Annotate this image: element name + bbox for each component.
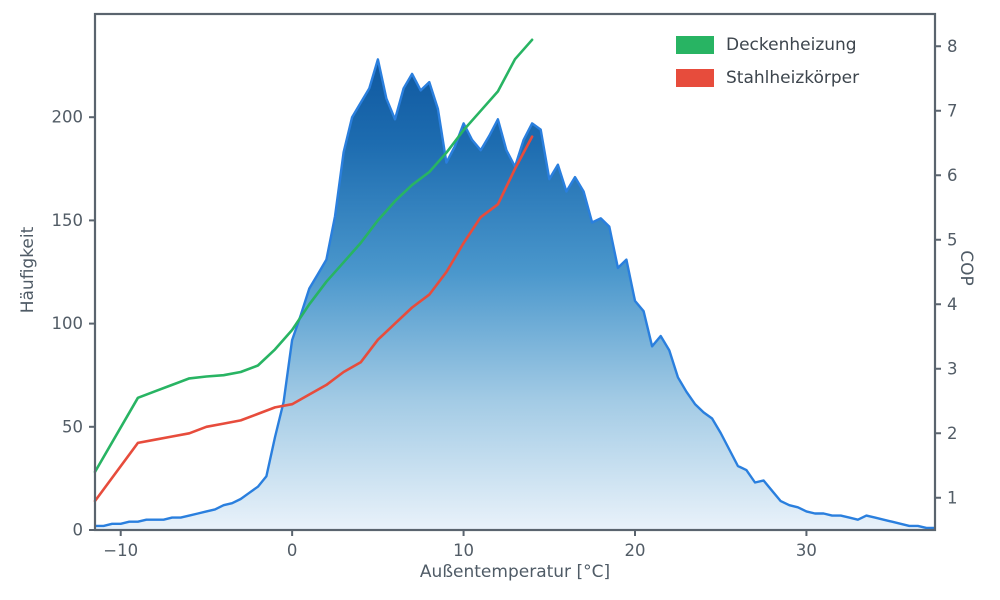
legend-swatch-stahlheizkoerper-icon xyxy=(676,68,714,87)
svg-text:2: 2 xyxy=(947,424,958,443)
svg-text:8: 8 xyxy=(947,37,958,56)
svg-text:4: 4 xyxy=(947,295,958,314)
svg-text:50: 50 xyxy=(62,417,83,436)
svg-text:0: 0 xyxy=(287,541,298,560)
legend-swatch-deckenheizung-icon xyxy=(676,35,714,54)
y-axis-label-left: Häufigkeit xyxy=(18,226,38,314)
svg-text:20: 20 xyxy=(625,541,646,560)
svg-text:7: 7 xyxy=(947,101,958,120)
svg-text:150: 150 xyxy=(52,211,84,230)
legend-item-deckenheizung: Deckenheizung xyxy=(676,28,859,61)
svg-text:1: 1 xyxy=(947,488,958,507)
x-axis-label: Außentemperatur [°C] xyxy=(419,562,611,582)
svg-text:200: 200 xyxy=(52,108,84,127)
legend: Deckenheizung Stahlheizkörper xyxy=(668,24,870,98)
svg-text:6: 6 xyxy=(947,166,958,185)
y-axis-label-right: COP xyxy=(956,250,976,286)
svg-text:30: 30 xyxy=(796,541,817,560)
svg-text:3: 3 xyxy=(947,359,958,378)
svg-text:0: 0 xyxy=(73,521,84,540)
legend-item-stahlheizkoerper: Stahlheizkörper xyxy=(676,61,859,94)
legend-label-deckenheizung: Deckenheizung xyxy=(726,34,857,55)
svg-text:10: 10 xyxy=(453,541,474,560)
legend-label-stahlheizkoerper: Stahlheizkörper xyxy=(726,67,860,88)
svg-text:100: 100 xyxy=(52,314,84,333)
svg-text:−10: −10 xyxy=(103,541,138,560)
svg-text:5: 5 xyxy=(947,230,958,249)
